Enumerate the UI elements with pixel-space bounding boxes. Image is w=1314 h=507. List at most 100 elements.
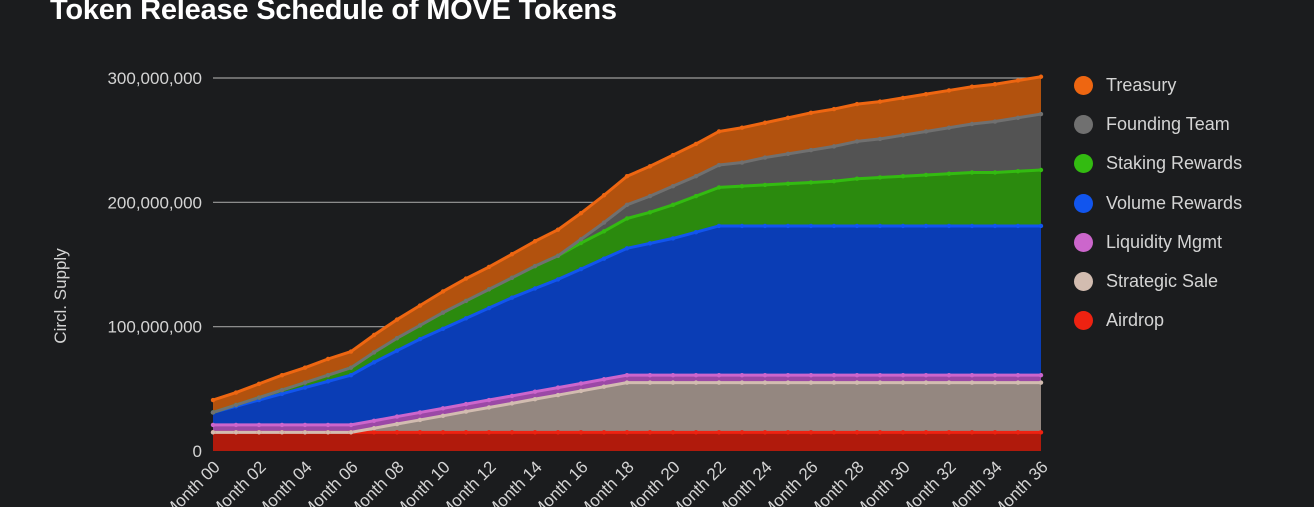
treasury-point[interactable] (486, 264, 492, 270)
strategic-sale-point[interactable] (624, 380, 630, 385)
treasury-point[interactable] (233, 390, 239, 395)
treasury-point[interactable] (555, 227, 561, 232)
staking-rewards-point[interactable] (739, 183, 745, 189)
strategic-sale-point[interactable] (210, 430, 216, 435)
airdrop-point[interactable] (1015, 430, 1021, 435)
strategic-sale-point[interactable] (578, 388, 584, 394)
founding-team-point[interactable] (233, 402, 239, 408)
treasury-point[interactable] (762, 120, 768, 125)
treasury-point[interactable] (739, 125, 745, 130)
founding-team-point[interactable] (808, 147, 814, 153)
founding-team-point[interactable] (509, 275, 515, 281)
volume-rewards-point[interactable] (578, 266, 584, 272)
legend-item-airdrop[interactable]: Airdrop (1074, 301, 1242, 340)
strategic-sale-point[interactable] (302, 430, 308, 435)
volume-rewards-point[interactable] (647, 241, 653, 246)
liquidity-mgmt-point[interactable] (831, 372, 837, 378)
airdrop-point[interactable] (624, 430, 630, 435)
liquidity-mgmt-point[interactable] (624, 372, 630, 378)
staking-rewards-point[interactable] (647, 210, 653, 215)
volume-rewards-point[interactable] (946, 223, 952, 229)
strategic-sale-point[interactable] (348, 430, 354, 435)
staking-rewards-point[interactable] (946, 171, 952, 176)
strategic-sale-point[interactable] (486, 405, 492, 410)
strategic-sale-point[interactable] (670, 380, 676, 385)
liquidity-mgmt-point[interactable] (969, 372, 975, 378)
volume-rewards-point[interactable] (394, 348, 400, 353)
volume-rewards-point[interactable] (785, 223, 791, 229)
treasury-point[interactable] (256, 381, 262, 387)
liquidity-mgmt-point[interactable] (394, 414, 400, 419)
strategic-sale-point[interactable] (371, 426, 377, 431)
airdrop-point[interactable] (854, 430, 860, 435)
treasury-point[interactable] (371, 332, 377, 338)
airdrop-point[interactable] (877, 430, 883, 435)
founding-team-point[interactable] (1015, 115, 1021, 120)
staking-rewards-point[interactable] (601, 229, 607, 234)
legend-item-strategic-sale[interactable]: Strategic Sale (1074, 262, 1242, 301)
founding-team-point[interactable] (762, 155, 768, 160)
liquidity-mgmt-point[interactable] (762, 372, 768, 378)
legend-item-liquidity-mgmt[interactable]: Liquidity Mgmt (1074, 223, 1242, 262)
staking-rewards-point[interactable] (923, 172, 929, 178)
liquidity-mgmt-point[interactable] (808, 372, 814, 378)
liquidity-mgmt-point[interactable] (256, 422, 262, 428)
liquidity-mgmt-point[interactable] (647, 372, 653, 378)
founding-team-point[interactable] (532, 263, 538, 269)
airdrop-point[interactable] (417, 430, 423, 435)
airdrop-point[interactable] (555, 430, 561, 435)
volume-rewards-point[interactable] (716, 223, 722, 229)
strategic-sale-point[interactable] (1038, 380, 1044, 385)
founding-team-point[interactable] (831, 144, 837, 149)
volume-rewards-point[interactable] (325, 379, 331, 384)
strategic-sale-point[interactable] (555, 392, 561, 398)
volume-rewards-point[interactable] (831, 223, 837, 229)
liquidity-mgmt-point[interactable] (854, 372, 860, 378)
strategic-sale-point[interactable] (440, 413, 446, 419)
staking-rewards-point[interactable] (670, 202, 676, 208)
liquidity-mgmt-point[interactable] (1038, 372, 1044, 378)
treasury-point[interactable] (670, 152, 676, 158)
founding-team-point[interactable] (601, 220, 607, 225)
founding-team-point[interactable] (877, 136, 883, 142)
strategic-sale-point[interactable] (601, 384, 607, 389)
liquidity-mgmt-point[interactable] (900, 372, 906, 378)
liquidity-mgmt-point[interactable] (417, 410, 423, 415)
airdrop-point[interactable] (601, 430, 607, 435)
founding-team-point[interactable] (394, 336, 400, 341)
founding-team-point[interactable] (739, 160, 745, 165)
treasury-point[interactable] (325, 356, 331, 362)
staking-rewards-point[interactable] (1015, 169, 1021, 174)
volume-rewards-point[interactable] (1015, 223, 1021, 229)
airdrop-point[interactable] (785, 430, 791, 435)
airdrop-point[interactable] (808, 430, 814, 435)
liquidity-mgmt-point[interactable] (1015, 372, 1021, 378)
founding-team-point[interactable] (348, 365, 354, 370)
staking-rewards-point[interactable] (969, 170, 975, 175)
treasury-point[interactable] (302, 365, 308, 370)
airdrop-point[interactable] (900, 430, 906, 435)
founding-team-point[interactable] (647, 193, 653, 199)
airdrop-point[interactable] (946, 430, 952, 435)
airdrop-point[interactable] (578, 430, 584, 435)
airdrop-point[interactable] (486, 430, 492, 435)
treasury-point[interactable] (946, 88, 952, 93)
airdrop-point[interactable] (509, 430, 515, 435)
airdrop-point[interactable] (670, 430, 676, 435)
volume-rewards-point[interactable] (739, 223, 745, 229)
staking-rewards-point[interactable] (831, 178, 837, 184)
founding-team-point[interactable] (854, 139, 860, 144)
strategic-sale-point[interactable] (509, 401, 515, 406)
staking-rewards-point[interactable] (808, 180, 814, 185)
strategic-sale-point[interactable] (877, 380, 883, 385)
liquidity-mgmt-point[interactable] (532, 389, 538, 394)
volume-rewards-point[interactable] (440, 326, 446, 331)
airdrop-point[interactable] (1038, 430, 1044, 435)
founding-team-point[interactable] (785, 151, 791, 157)
airdrop-point[interactable] (693, 430, 699, 435)
treasury-point[interactable] (532, 239, 538, 244)
strategic-sale-point[interactable] (394, 421, 400, 427)
founding-team-point[interactable] (486, 287, 492, 292)
liquidity-mgmt-point[interactable] (601, 377, 607, 382)
treasury-point[interactable] (394, 317, 400, 322)
